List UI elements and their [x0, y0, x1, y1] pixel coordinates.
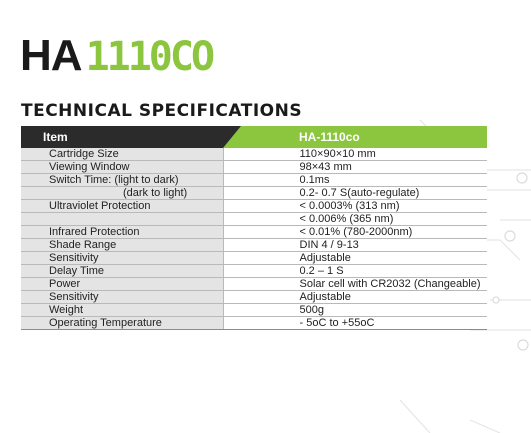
spec-value: 0.2- 0.7 S(auto-regulate) — [223, 186, 487, 200]
spec-label: Infrared Protection — [21, 225, 224, 239]
spec-label: Ultraviolet Protection — [21, 199, 224, 213]
spec-label: Operating Temperature — [21, 316, 224, 330]
spec-label: Weight — [21, 303, 224, 317]
spec-row: Delay Time 0.2 – 1 S — [21, 264, 487, 278]
spec-label: (dark to light) — [21, 186, 224, 200]
spec-label: Viewing Window — [21, 160, 224, 174]
spec-row: Switch Time: (light to dark) 0.1ms — [21, 173, 487, 187]
spec-row: Sensitivity Adjustable — [21, 251, 487, 265]
spec-row: Ultraviolet Protection < 0.0003% (313 nm) — [21, 199, 487, 213]
spec-value: < 0.01% (780-2000nm) — [223, 225, 487, 239]
header-model: HA-1110co — [223, 126, 487, 148]
spec-value: 110×90×10 mm — [223, 148, 487, 161]
spec-value: 500g — [223, 303, 487, 317]
spec-value: Solar cell with CR2032 (Changeable) — [223, 277, 487, 291]
spec-label: Cartridge Size — [21, 148, 224, 161]
spec-label: Delay Time — [21, 264, 224, 278]
spec-row: Power Solar cell with CR2032 (Changeable) — [21, 277, 487, 291]
spec-row: Shade Range DIN 4 / 9-13 — [21, 238, 487, 252]
spec-label: Sensitivity — [21, 290, 224, 304]
spec-table-header: Item HA-1110co — [21, 126, 487, 148]
spec-row: Sensitivity Adjustable — [21, 290, 487, 304]
header-item: Item — [21, 126, 241, 148]
product-title: HA 1110CO — [20, 30, 215, 80]
spec-row: < 0.006% (365 nm) — [21, 212, 487, 226]
spec-row: Weight 500g — [21, 303, 487, 317]
spec-row: (dark to light) 0.2- 0.7 S(auto-regulate) — [21, 186, 487, 200]
spec-row: Cartridge Size 110×90×10 mm — [21, 148, 487, 161]
spec-value: < 0.0003% (313 nm) — [223, 199, 487, 213]
spec-label: Shade Range — [21, 238, 224, 252]
spec-value: 0.1ms — [223, 173, 487, 187]
spec-label: Sensitivity — [21, 251, 224, 265]
spec-row: Infrared Protection < 0.01% (780-2000nm) — [21, 225, 487, 239]
spec-value: < 0.006% (365 nm) — [223, 212, 487, 226]
spec-label: Power — [21, 277, 224, 291]
spec-label: Switch Time: (light to dark) — [21, 173, 224, 187]
title-prefix: HA — [20, 31, 83, 80]
spec-value: 0.2 – 1 S — [223, 264, 487, 278]
spec-table-body: Cartridge Size 110×90×10 mm Viewing Window… — [21, 148, 487, 330]
section-heading: TECHNICAL SPECIFICATIONS — [21, 101, 303, 121]
spec-value: 98×43 mm — [223, 160, 487, 174]
title-model: 1110CO — [85, 34, 215, 80]
spec-value: - 5oC to +55oC — [223, 316, 487, 330]
spec-value: Adjustable — [223, 251, 487, 265]
spec-row: Operating Temperature - 5oC to +55oC — [21, 316, 487, 330]
spec-value: Adjustable — [223, 290, 487, 304]
spec-value: DIN 4 / 9-13 — [223, 238, 487, 252]
spec-table: Item HA-1110co Cartridge Size 110×90×10 m… — [21, 126, 487, 330]
spec-label — [21, 212, 224, 226]
spec-row: Viewing Window 98×43 mm — [21, 160, 487, 174]
